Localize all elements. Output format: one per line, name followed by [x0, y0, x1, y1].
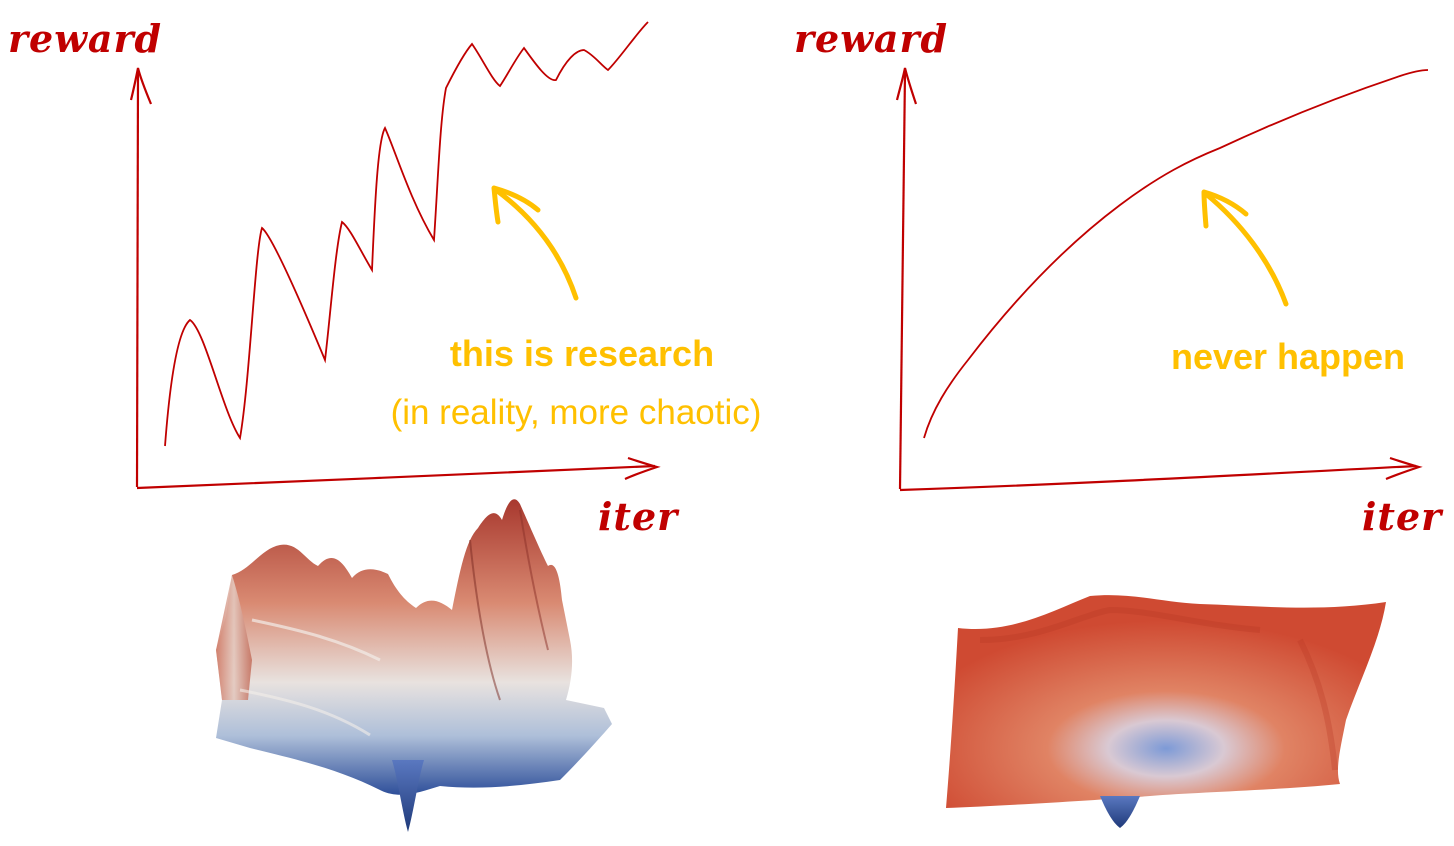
left-reward-curve — [164, 21, 649, 447]
left-annotation-subtitle: (in reality, more chaotic) — [391, 393, 762, 432]
left-annotation-arrow — [493, 187, 579, 301]
smooth-minimum-spike — [1100, 796, 1140, 828]
right-reward-curve — [923, 69, 1429, 439]
left-x-axis-arrowhead — [624, 456, 661, 481]
left-y-axis — [135, 71, 140, 488]
right-annotation-title: never happen — [1171, 336, 1405, 377]
right-annotation-arrowhead — [1201, 189, 1249, 229]
left-chart: reward iter this is research (in reality… — [8, 16, 761, 539]
left-annotation-arrowhead — [491, 185, 541, 225]
left-x-label: iter — [598, 494, 680, 539]
left-x-axis — [136, 464, 656, 490]
rugged-minimum-spike — [392, 760, 424, 832]
rugged-surface — [216, 499, 612, 795]
right-y-axis-arrowhead — [895, 67, 918, 105]
right-y-label: reward — [794, 16, 948, 61]
right-x-label: iter — [1362, 494, 1444, 539]
right-x-axis-arrowhead — [1385, 456, 1423, 481]
right-x-axis — [899, 464, 1417, 492]
rugged-landscape-icon — [216, 499, 612, 832]
right-chart: reward iter never happen — [794, 16, 1444, 539]
left-annotation-title: this is research — [450, 333, 714, 374]
smooth-landscape-icon — [946, 595, 1386, 828]
left-y-label: reward — [8, 16, 162, 61]
smooth-surface — [946, 595, 1386, 808]
left-y-axis-arrowhead — [129, 67, 153, 105]
right-annotation-arrow — [1203, 191, 1289, 307]
right-y-axis — [898, 71, 907, 490]
